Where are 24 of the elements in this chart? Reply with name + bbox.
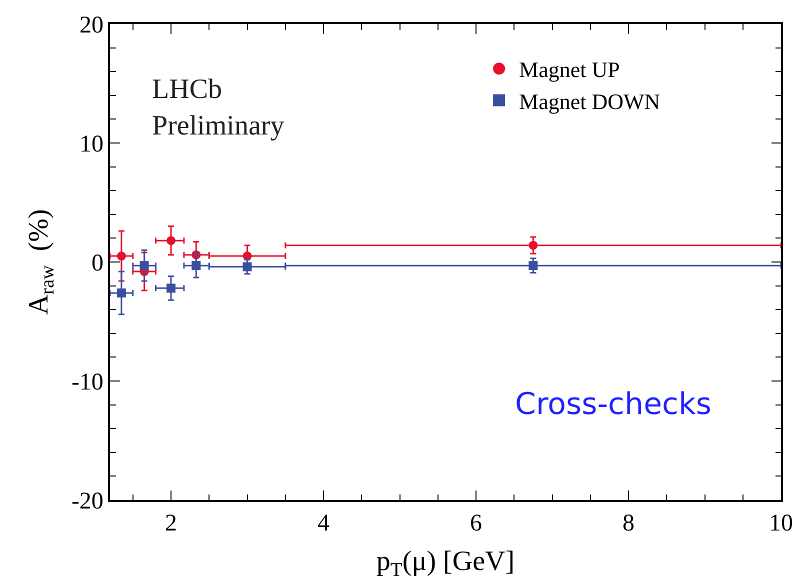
y-tick-label: 0 bbox=[91, 250, 104, 276]
point bbox=[192, 261, 201, 270]
legend-label: Magnet DOWN bbox=[519, 88, 660, 114]
point bbox=[116, 288, 126, 298]
point bbox=[528, 240, 538, 250]
x-tick-label: 8 bbox=[622, 510, 634, 537]
point bbox=[242, 262, 252, 272]
y-tick-label: 10 bbox=[79, 131, 104, 158]
point bbox=[166, 236, 176, 246]
x-tick-label: 4 bbox=[318, 510, 330, 537]
point bbox=[140, 261, 149, 270]
x-tick-label: 10 bbox=[769, 510, 793, 537]
y-tick-label: 20 bbox=[79, 12, 104, 38]
point bbox=[528, 261, 538, 270]
annotation: Cross-checks bbox=[515, 387, 712, 422]
x-tick-label: 6 bbox=[470, 510, 482, 537]
x-tick-label: 2 bbox=[165, 510, 177, 537]
point bbox=[116, 252, 126, 261]
x-axis-title: p$_{T}$(μ) [GeV] bbox=[376, 546, 515, 582]
y-tick-label: -20 bbox=[71, 488, 104, 514]
point bbox=[166, 284, 176, 293]
annotation: LHCb Preliminary bbox=[152, 74, 284, 142]
y-tick-label: -10 bbox=[71, 369, 104, 396]
legend-label: Magnet UP bbox=[519, 57, 620, 82]
